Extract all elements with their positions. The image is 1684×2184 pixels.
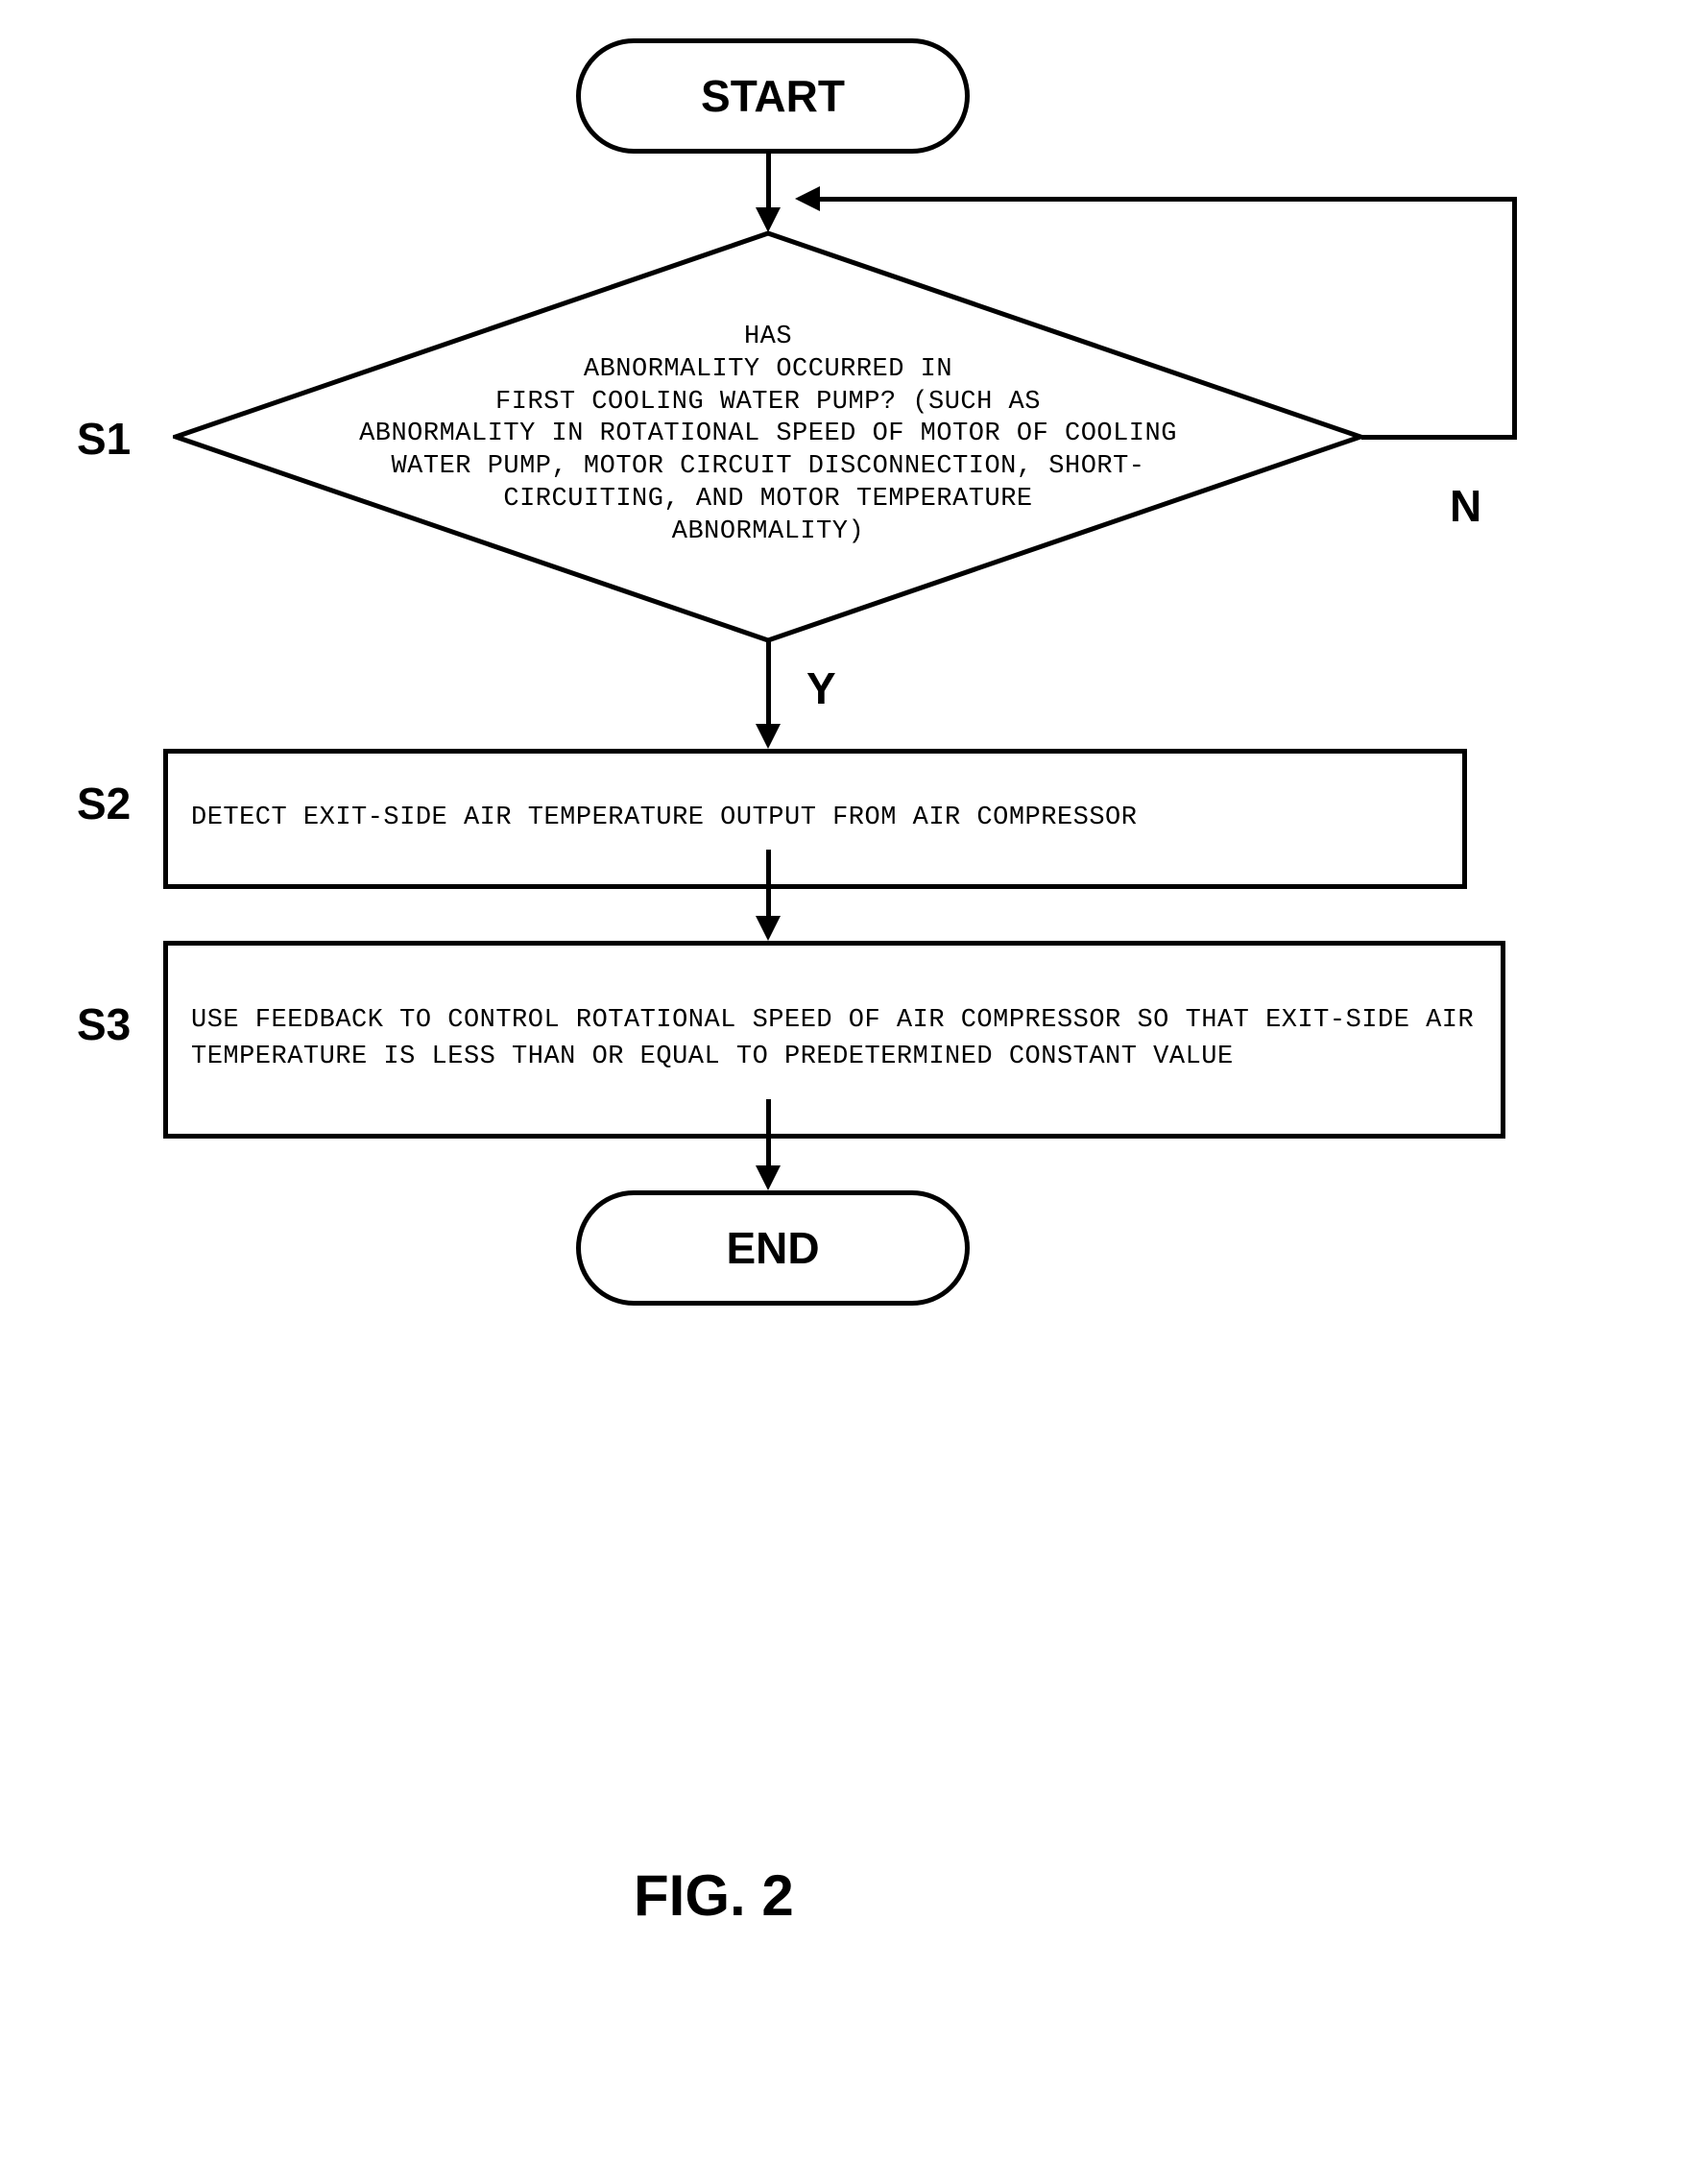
step-label-s3: S3 [77,998,131,1050]
edge-start-s1-head [756,207,781,232]
process-s2-text: DETECT EXIT-SIDE AIR TEMPERATURE OUTPUT … [191,801,1137,837]
process-s2: DETECT EXIT-SIDE AIR TEMPERATURE OUTPUT … [163,749,1467,889]
edge-s1-s2-head [756,724,781,749]
edge-loop-right [1361,435,1517,440]
start-terminator: START [576,38,970,154]
figure-caption: FIG. 2 [634,1862,794,1929]
edge-s3-end-head [756,1165,781,1190]
start-label: START [701,70,845,122]
process-s3: USE FEEDBACK TO CONTROL ROTATIONAL SPEED… [163,941,1505,1139]
decision-s1: HAS ABNORMALITY OCCURRED IN FIRST COOLIN… [173,230,1363,643]
step-label-s2: S2 [77,778,131,829]
step-label-s1: S1 [77,413,131,465]
edge-s1-s2 [766,641,771,726]
edge-s2-s3 [766,850,771,917]
end-label: END [726,1222,819,1274]
flowchart-canvas: START HAS ABNORMALITY OCCURRED IN FIRST … [38,38,1646,2146]
branch-label-yes: Y [806,662,836,714]
edge-s3-end [766,1099,771,1166]
edge-loop-left [818,197,1517,202]
edge-start-s1 [766,149,771,209]
edge-s2-s3-head [756,916,781,941]
decision-s1-text: HAS ABNORMALITY OCCURRED IN FIRST COOLIN… [288,322,1248,548]
branch-label-no: N [1450,480,1481,532]
process-s3-text: USE FEEDBACK TO CONTROL ROTATIONAL SPEED… [191,1003,1478,1076]
end-terminator: END [576,1190,970,1306]
edge-loop-head [795,186,820,211]
edge-loop-up [1512,197,1517,440]
